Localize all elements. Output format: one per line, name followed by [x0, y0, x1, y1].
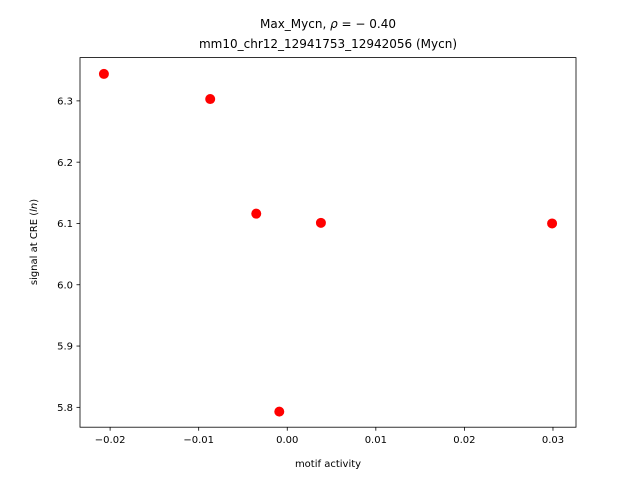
- plot-area: −0.02 −0.01 0.00 0.01 0.02 0.03 5.8 5.9 6.0 6.1 6.…: [57, 57, 577, 446]
- x-tick-label: 0.00: [276, 435, 298, 446]
- y-tick-label: 6.1: [57, 219, 73, 230]
- x-tick-label: −0.01: [183, 435, 214, 446]
- y-tick-label: 6.3: [57, 96, 73, 107]
- y-tick-label: 5.8: [57, 403, 73, 414]
- data-point: [274, 406, 285, 417]
- x-tick-label: −0.02: [95, 435, 126, 446]
- data-point: [251, 208, 262, 219]
- y-tick-label: 6.0: [57, 280, 73, 291]
- data-point: [205, 94, 216, 105]
- data-point: [98, 68, 109, 79]
- chart-title-line2: mm10_chr12_12941753_12942056 (Mycn): [199, 37, 457, 51]
- plot-frame: [79, 57, 577, 428]
- data-point: [547, 218, 558, 229]
- y-tick-label: 5.9: [57, 342, 73, 353]
- x-tick-label: 0.03: [542, 435, 564, 446]
- x-tick-label: 0.01: [365, 435, 387, 446]
- data-point: [315, 217, 326, 228]
- chart-title-line1: Max_Mycn, ρ = − 0.40: [260, 17, 396, 31]
- x-axis-label: motif activity: [295, 459, 361, 470]
- y-tick-label: 6.2: [57, 158, 73, 169]
- y-axis-label: signal at CRE (ln): [29, 199, 40, 285]
- x-tick-label: 0.02: [453, 435, 475, 446]
